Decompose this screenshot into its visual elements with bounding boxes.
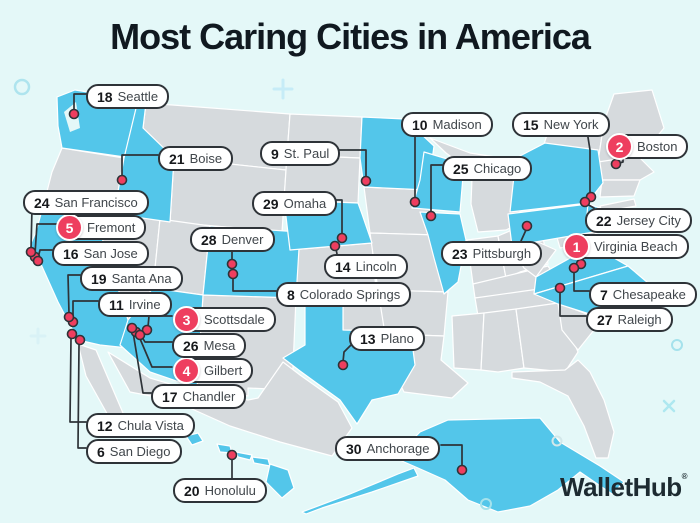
- city-dot-santa-ana: [63, 311, 75, 323]
- city-dot-denver: [226, 258, 238, 270]
- connector-line-raleigh: [559, 290, 587, 317]
- city-dot-seattle: [68, 108, 80, 120]
- decor-circle-icon: [480, 498, 492, 510]
- wallethub-logo-text: WalletHub: [560, 472, 682, 502]
- decor-x-icon: [662, 399, 676, 413]
- connector-line-santa-ana: [67, 274, 81, 315]
- city-dot-plano: [337, 359, 349, 371]
- city-dot-boston: [610, 158, 622, 170]
- city-dot-san-jose: [32, 255, 44, 267]
- decor-circle-icon: [13, 78, 31, 96]
- connector-line-chicago: [430, 164, 443, 214]
- city-dot-jersey-city: [579, 196, 591, 208]
- connector-line-irvine: [72, 300, 99, 320]
- registered-mark: ®: [681, 472, 688, 481]
- decor-plus-icon: [29, 327, 47, 345]
- decor-circle-icon: [551, 435, 563, 447]
- decor-plus-icon: [272, 78, 294, 100]
- city-dot-omaha: [336, 232, 348, 244]
- connector-line-fremont: [34, 223, 58, 255]
- connector-line-anchorage: [440, 444, 463, 468]
- city-dots-layer: [25, 108, 622, 476]
- connector-line-seattle: [73, 93, 87, 112]
- city-dot-raleigh: [554, 282, 566, 294]
- connector-line-gilbert: [137, 333, 173, 368]
- connector-line-chesapeake: [573, 270, 590, 292]
- wallethub-logo: WalletHub®: [560, 472, 688, 503]
- city-dot-mesa: [134, 329, 146, 341]
- connector-line-pittsburgh: [520, 229, 527, 242]
- page-title: Most Caring Cities in America: [110, 16, 591, 57]
- decorations-layer: [13, 78, 683, 510]
- city-dot-colorado-springs: [227, 268, 239, 280]
- connector-line-st-paul: [333, 149, 367, 179]
- connector-line-san-diego: [77, 344, 87, 449]
- city-dot-anchorage: [456, 464, 468, 476]
- city-dot-san-diego: [74, 334, 86, 346]
- city-dot-lincoln: [329, 240, 341, 252]
- city-dot-chula-vista: [66, 328, 78, 340]
- city-dot-boise: [116, 174, 128, 186]
- connector-line-chandler: [132, 331, 152, 394]
- city-dot-st-paul: [360, 175, 372, 187]
- city-dot-chandler: [126, 322, 138, 334]
- connector-line-san-francisco: [30, 207, 33, 250]
- city-dot-scottsdale: [141, 324, 153, 336]
- city-dot-madison: [409, 196, 421, 208]
- city-dot-honolulu: [226, 449, 238, 461]
- city-dot-pittsburgh: [521, 220, 533, 232]
- connector-line-chula-vista: [69, 337, 87, 423]
- city-dot-san-francisco: [25, 246, 37, 258]
- connector-line-new-york: [586, 130, 591, 195]
- city-dot-chesapeake: [568, 262, 580, 274]
- connector-line-colorado-springs: [232, 276, 277, 292]
- decor-circle-icon: [671, 339, 683, 351]
- city-dot-chicago: [425, 210, 437, 222]
- connector-line-boise: [121, 154, 159, 178]
